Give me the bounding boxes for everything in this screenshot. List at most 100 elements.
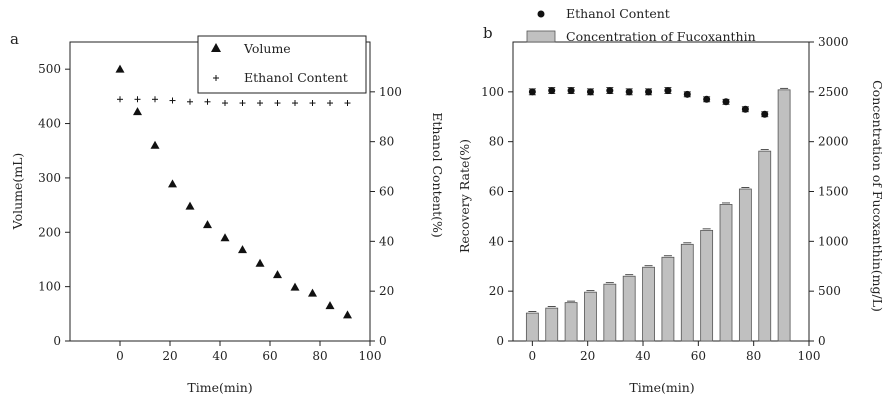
ethanol-content-point <box>528 88 536 96</box>
b-y2-tick-label: 500 <box>818 284 841 298</box>
b-y2-tick-label: 2500 <box>818 85 849 99</box>
ethanol-content-point <box>117 96 123 103</box>
volume-point <box>220 233 230 242</box>
volume-point <box>325 301 335 310</box>
a-x-tick-label: 60 <box>262 349 277 363</box>
ethanol-content-point <box>309 100 316 107</box>
fucoxanthin-bar <box>584 291 597 342</box>
b-y2-tick-label: 1500 <box>818 185 849 199</box>
panel-b: b 0 20 40 60 80 100 0 20 40 60 80 100 0 500 1000 1500… <box>457 6 885 395</box>
fucoxanthin-bar <box>777 89 791 342</box>
ethanol-content-point <box>169 97 176 104</box>
a-y-tick-label: 200 <box>38 225 61 239</box>
panel-a-x-axis: 0 20 40 60 80 100 <box>116 341 381 363</box>
panel-b-y2-axis: 0 500 1000 1500 2000 2500 3000 <box>809 35 849 348</box>
a-y2-tick-label: 40 <box>379 234 394 248</box>
panel-a-legend-box <box>197 35 367 94</box>
fucoxanthin-bar <box>719 204 733 342</box>
b-x-tick-label: 100 <box>798 349 821 363</box>
ethanol-content-point <box>292 100 298 107</box>
b-x-tick-label: 0 <box>529 349 537 363</box>
panel-b-label: b <box>483 24 493 42</box>
ethanol-content-point <box>344 100 351 107</box>
volume-point <box>273 270 282 279</box>
a-x-tick-label: 100 <box>359 349 382 363</box>
ethanol-content-point <box>645 88 653 96</box>
a-y2-tick-label: 60 <box>379 185 394 199</box>
panel-a-y-axis: 0 100 200 300 400 500 <box>38 62 70 348</box>
a-x-tick-label: 20 <box>162 349 177 363</box>
a-y2-tick-label: 100 <box>379 85 402 99</box>
ethanol-content-point <box>327 100 333 107</box>
a-y-tick-label: 500 <box>38 62 61 76</box>
fucoxanthin-bar <box>603 283 617 342</box>
a-y-tick-label: 300 <box>38 171 61 185</box>
b-y-tick-label: 80 <box>489 135 504 149</box>
fucoxanthin-bar <box>758 150 772 342</box>
volume-point <box>185 201 195 210</box>
volume-point <box>308 288 317 297</box>
panel-b-y-axis-label: Recovery Rate(%) <box>457 139 472 253</box>
fucoxanthin-bar <box>642 266 655 342</box>
legend-concentration-swatch <box>526 30 556 43</box>
volume-point <box>238 245 247 254</box>
ethanol-content-point <box>586 88 594 96</box>
a-x-tick-label: 40 <box>212 349 227 363</box>
legend-volume-marker <box>211 43 221 52</box>
volume-point <box>150 140 160 149</box>
b-x-tick-label: 60 <box>691 349 706 363</box>
legend-volume-label: Volume <box>243 41 291 56</box>
b-x-tick-label: 40 <box>635 349 650 363</box>
a-y2-tick-label: 20 <box>379 284 394 298</box>
panel-b-x-axis: 0 20 40 60 80 100 <box>529 341 821 363</box>
ethanol-content-point <box>152 96 158 103</box>
panel-b-bars <box>525 87 791 342</box>
fucoxanthin-bar <box>545 307 559 342</box>
legend-concentration-label: Concentration of Fucoxanthin <box>566 29 756 44</box>
ethanol-content-point <box>274 100 281 107</box>
panel-a-x-axis-label: Time(min) <box>187 380 252 395</box>
ethanol-content-point <box>703 95 711 103</box>
legend-ethanol-content-marker <box>213 75 219 81</box>
a-y2-tick-label: 80 <box>379 135 394 149</box>
panel-a-y-axis-label: Volume(mL) <box>10 153 25 231</box>
ethanol-content-point <box>187 98 193 105</box>
b-y2-tick-label: 1000 <box>818 234 849 248</box>
panel-a-marks <box>115 64 352 319</box>
b-y-tick-label: 40 <box>489 234 504 248</box>
fucoxanthin-bar <box>700 229 714 342</box>
b-x-tick-label: 20 <box>580 349 595 363</box>
b-y2-tick-label: 3000 <box>818 35 849 49</box>
fucoxanthin-bar <box>622 275 636 342</box>
volume-point <box>255 258 265 267</box>
ethanol-content-point <box>741 105 749 113</box>
ethanol-content-point <box>204 98 211 105</box>
panel-a-y2-axis-label: Ethanol Content(%) <box>430 112 445 237</box>
fucoxanthin-bar <box>525 312 539 342</box>
b-y-tick-label: 100 <box>481 85 504 99</box>
ethanol-content-point <box>606 87 614 95</box>
a-y-tick-label: 100 <box>38 280 61 294</box>
b-x-tick-label: 80 <box>746 349 761 363</box>
panel-b-legend: Ethanol Content Concentration of Fucoxan… <box>526 6 756 44</box>
fucoxanthin-bar <box>680 243 694 342</box>
panel-b-marks <box>528 87 769 118</box>
ethanol-content-point <box>239 100 246 107</box>
ethanol-content-point <box>548 87 556 95</box>
ethanol-content-point <box>222 100 228 107</box>
volume-point <box>168 179 177 188</box>
b-y2-tick-label: 2000 <box>818 135 849 149</box>
volume-point <box>203 220 212 229</box>
ethanol-content-point <box>625 88 633 96</box>
a-y-tick-label: 400 <box>38 117 61 131</box>
panel-a-label: a <box>10 30 19 48</box>
b-y-tick-label: 20 <box>489 284 504 298</box>
ethanol-content-point <box>722 98 730 106</box>
panel-b-y2-axis-label: Concentration of Fucoxanthin(mg/L) <box>870 80 885 312</box>
ethanol-content-point <box>761 110 769 118</box>
volume-point <box>343 310 352 319</box>
legend-ethanol-content-label: Ethanol Content <box>244 70 348 85</box>
panel-a-legend: Volume Ethanol Content <box>197 35 367 94</box>
